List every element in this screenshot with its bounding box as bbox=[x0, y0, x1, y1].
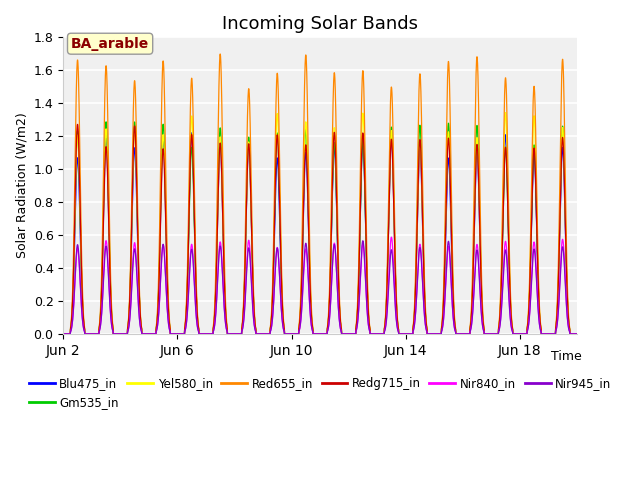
Y-axis label: Solar Radiation (W/m2): Solar Radiation (W/m2) bbox=[15, 113, 28, 259]
Text: Time: Time bbox=[551, 350, 582, 363]
Legend: Blu475_in, Gm535_in, Yel580_in, Red655_in, Redg715_in, Nir840_in, Nir945_in: Blu475_in, Gm535_in, Yel580_in, Red655_i… bbox=[24, 372, 616, 414]
Title: Incoming Solar Bands: Incoming Solar Bands bbox=[222, 15, 418, 33]
Text: BA_arable: BA_arable bbox=[71, 36, 149, 51]
